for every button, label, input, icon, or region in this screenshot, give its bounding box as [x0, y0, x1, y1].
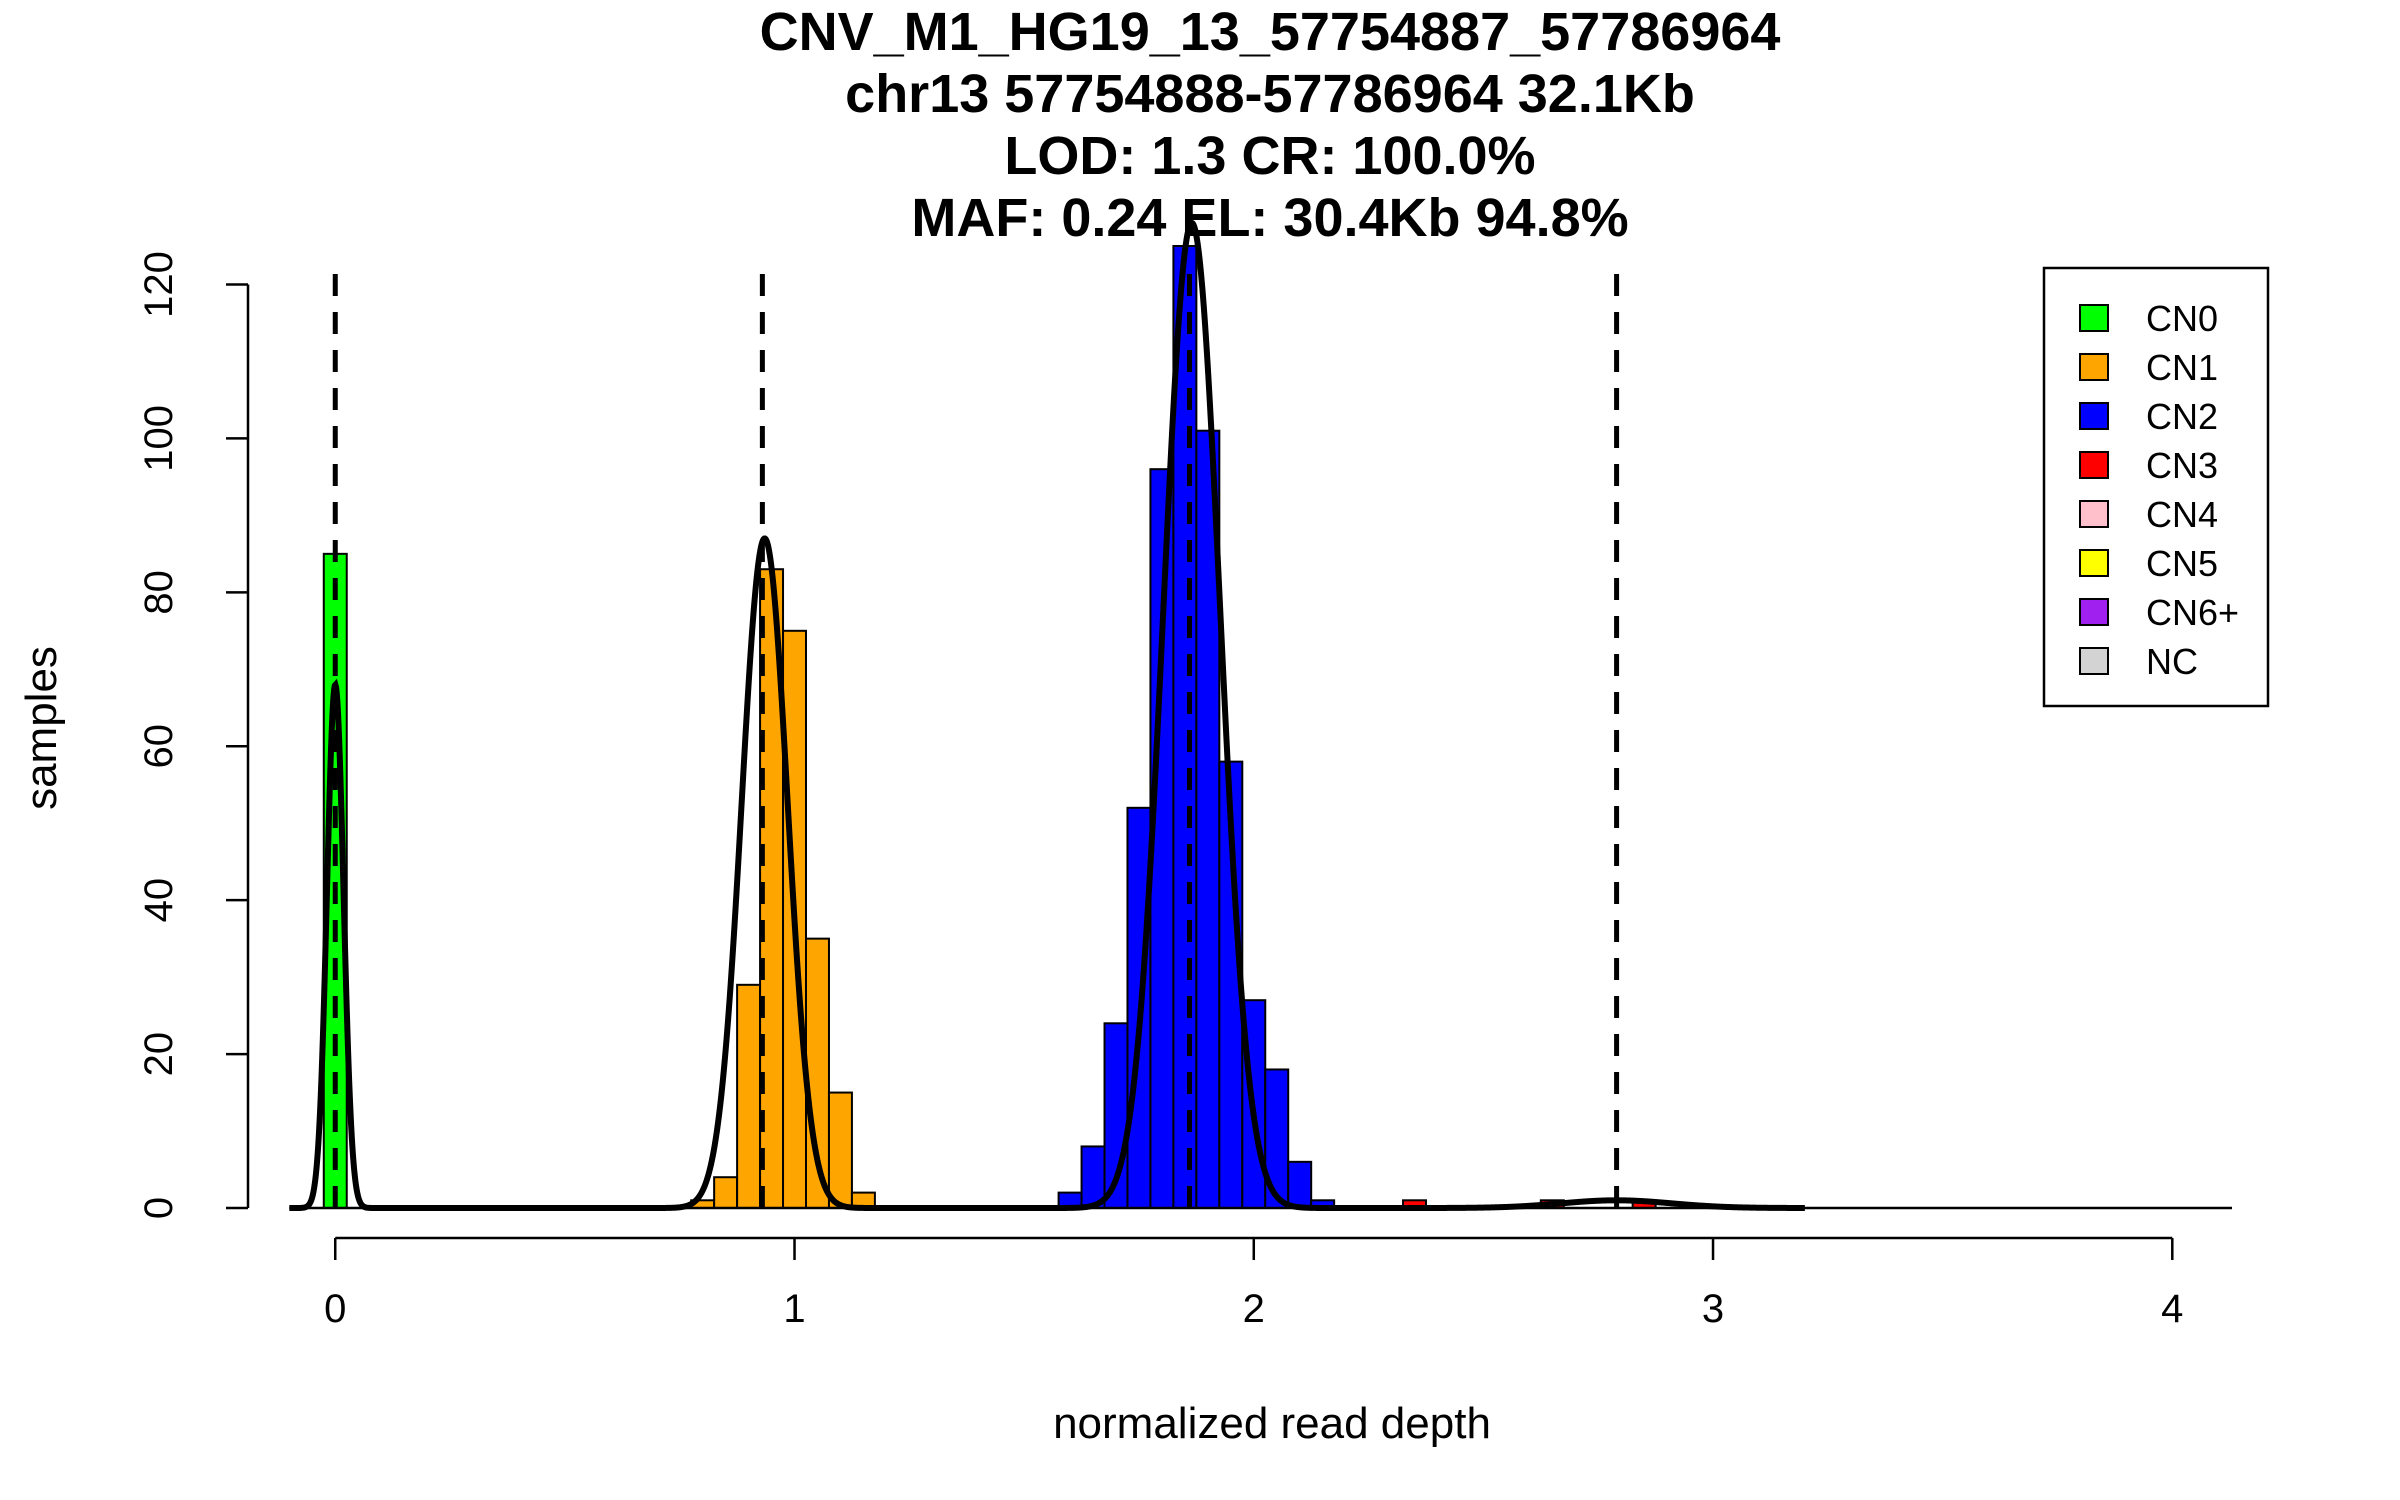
- legend-swatch-cn5: [2079, 549, 2109, 577]
- legend-label-cn4: CN4: [2146, 494, 2218, 535]
- x-tick-label-4: 4: [2161, 1287, 2183, 1331]
- x-tick-label-1: 1: [783, 1287, 805, 1331]
- legend-swatch-cn1: [2079, 353, 2109, 381]
- legend-swatch-cn2: [2079, 402, 2109, 430]
- legend-label-cn2: CN2: [2146, 396, 2218, 437]
- fitted-curves: [289, 219, 1805, 1211]
- y-tick-label-100: 100: [137, 405, 181, 472]
- y-tick-label-0: 0: [137, 1197, 181, 1219]
- legend-label-cn5: CN5: [2146, 543, 2218, 584]
- legend-swatch-cn0: [2079, 304, 2109, 332]
- y-tick-label-120: 120: [137, 251, 181, 318]
- legend-label-cn6plus: CN6+: [2146, 592, 2239, 633]
- bar-cn1-6: [827, 1091, 853, 1210]
- y-tick-label-80: 80: [137, 570, 181, 615]
- chart-title-line-2: chr13 57754888-57786964 32.1Kb: [845, 64, 1695, 124]
- legend-box: [2042, 266, 2270, 708]
- legend-swatch-cn6plus: [2079, 598, 2109, 626]
- legend-label-nc: NC: [2146, 641, 2198, 682]
- histogram-bars: [289, 245, 2232, 1210]
- x-axis-title: normalized read depth: [1053, 1399, 1491, 1448]
- y-tick-label-20: 20: [137, 1032, 181, 1077]
- fitted-mixture-curve: [289, 219, 1805, 1211]
- legend: CN0 CN1 CN2 CN3 CN4 CN5 CN6+ NC: [2042, 266, 2270, 708]
- expected-copy-number-lines: [332, 269, 1620, 1208]
- legend-label-cn3: CN3: [2146, 445, 2218, 486]
- legend-swatch-nc: [2079, 647, 2109, 675]
- x-tick-label-2: 2: [1243, 1287, 1265, 1331]
- y-tick-label-40: 40: [137, 878, 181, 923]
- bar-cn1-2: [736, 983, 762, 1209]
- legend-swatch-cn4: [2079, 500, 2109, 528]
- bar-cn2-10: [1287, 1160, 1313, 1209]
- legend-label-cn1: CN1: [2146, 347, 2218, 388]
- x-tick-label-0: 0: [324, 1287, 346, 1331]
- bar-cn1-1: [713, 1176, 739, 1209]
- x-tick-label-3: 3: [1702, 1287, 1724, 1331]
- chart-title-line-3: LOD: 1.3 CR: 100.0%: [1004, 126, 1535, 186]
- chart-title-line-1: CNV_M1_HG19_13_57754887_57786964: [760, 2, 1781, 62]
- y-axis-title: samples: [17, 646, 66, 810]
- chart-title-line-4: MAF: 0.24 EL: 30.4Kb 94.8%: [911, 188, 1628, 248]
- y-tick-label-60: 60: [137, 724, 181, 769]
- legend-swatch-cn3: [2079, 451, 2109, 479]
- legend-label-cn0: CN0: [2146, 298, 2218, 339]
